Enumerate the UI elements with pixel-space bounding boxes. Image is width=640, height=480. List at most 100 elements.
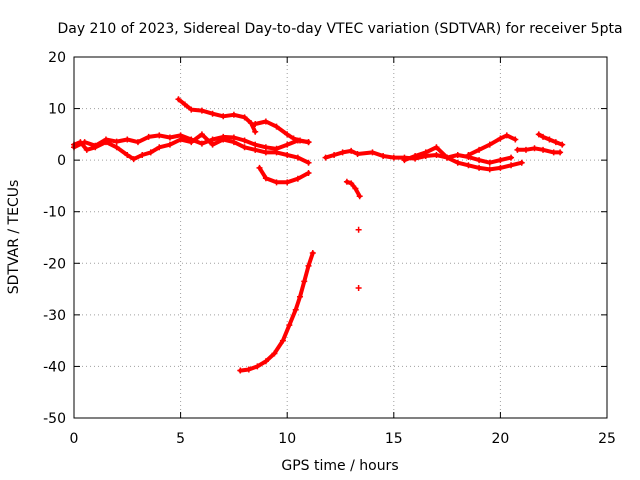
x-tick-label: 15 bbox=[385, 431, 403, 447]
data-point bbox=[390, 154, 397, 161]
series-isolated bbox=[355, 226, 362, 292]
data-point bbox=[113, 138, 120, 145]
grid bbox=[74, 57, 607, 418]
data-point bbox=[247, 120, 254, 127]
data-point bbox=[305, 139, 312, 146]
y-tick-label: 20 bbox=[48, 50, 66, 66]
data-point bbox=[322, 154, 329, 161]
y-tick-label: -30 bbox=[43, 308, 66, 324]
data-point bbox=[156, 144, 163, 151]
data-point bbox=[271, 350, 278, 357]
data-point bbox=[497, 164, 504, 171]
data-point bbox=[540, 133, 547, 140]
data-point bbox=[284, 151, 291, 158]
data-point bbox=[284, 179, 291, 186]
data-point bbox=[301, 278, 308, 285]
data-point bbox=[241, 114, 248, 121]
data-point bbox=[433, 144, 440, 151]
data-point bbox=[230, 111, 237, 118]
data-point bbox=[209, 136, 216, 143]
series-arc-c bbox=[175, 96, 259, 135]
data-point bbox=[273, 149, 280, 156]
series-arc-b bbox=[71, 131, 312, 166]
series-arc-h bbox=[401, 144, 525, 173]
data-point bbox=[355, 226, 362, 233]
data-point bbox=[273, 123, 280, 130]
data-point bbox=[354, 150, 361, 157]
data-point bbox=[486, 166, 493, 173]
data-point bbox=[486, 141, 493, 148]
data-point bbox=[188, 106, 195, 113]
data-point bbox=[139, 151, 146, 158]
data-point bbox=[339, 149, 346, 156]
data-point bbox=[134, 139, 141, 146]
data-point bbox=[531, 145, 538, 152]
data-point bbox=[286, 322, 293, 329]
data-point bbox=[497, 135, 504, 142]
data-point bbox=[296, 293, 303, 300]
data-point bbox=[369, 149, 376, 156]
data-points bbox=[71, 96, 566, 374]
data-point bbox=[252, 141, 259, 148]
data-point bbox=[166, 141, 173, 148]
y-tick-label: -50 bbox=[43, 411, 66, 427]
x-axis-label: GPS time / hours bbox=[281, 458, 398, 474]
y-tick-label: -10 bbox=[43, 205, 66, 221]
data-point bbox=[294, 154, 301, 161]
axis-ticks: 0 5 10 15 20 25 -50 -40 -30 -20 -10 0 10 20 bbox=[43, 50, 616, 447]
data-point bbox=[273, 179, 280, 186]
data-point bbox=[433, 151, 440, 158]
data-point bbox=[412, 153, 419, 160]
data-point bbox=[245, 366, 252, 373]
data-point bbox=[262, 358, 269, 365]
series-arc-f bbox=[237, 249, 316, 374]
data-point bbox=[522, 146, 529, 153]
series-line bbox=[257, 165, 311, 185]
data-point bbox=[518, 159, 525, 166]
data-point bbox=[454, 151, 461, 158]
data-point bbox=[503, 132, 510, 139]
data-point bbox=[220, 113, 227, 120]
data-point bbox=[262, 118, 269, 125]
data-point bbox=[130, 156, 137, 163]
data-point bbox=[241, 144, 248, 151]
series-arc-d bbox=[252, 118, 312, 146]
data-point bbox=[254, 363, 261, 370]
data-point bbox=[177, 136, 184, 143]
x-tick-label: 20 bbox=[491, 431, 509, 447]
data-point bbox=[309, 249, 316, 256]
data-point bbox=[508, 162, 515, 169]
data-point bbox=[166, 134, 173, 141]
data-point bbox=[252, 121, 259, 128]
data-point bbox=[262, 144, 269, 151]
data-point bbox=[465, 151, 472, 158]
data-point bbox=[113, 144, 120, 151]
data-point bbox=[294, 175, 301, 182]
series-arc-e bbox=[256, 164, 312, 186]
data-point bbox=[476, 146, 483, 153]
data-point bbox=[188, 139, 195, 146]
data-point bbox=[465, 162, 472, 169]
data-point bbox=[401, 157, 408, 164]
data-point bbox=[220, 136, 227, 143]
data-point bbox=[514, 146, 521, 153]
data-point bbox=[252, 146, 259, 153]
y-tick-label: 0 bbox=[57, 153, 66, 169]
data-point bbox=[348, 180, 355, 187]
data-point bbox=[209, 110, 216, 117]
y-tick-label: -20 bbox=[43, 256, 66, 272]
data-point bbox=[145, 133, 152, 140]
data-point bbox=[552, 139, 559, 146]
data-point bbox=[380, 153, 387, 160]
data-point bbox=[559, 141, 566, 148]
series-arc-j bbox=[514, 145, 564, 156]
data-point bbox=[356, 193, 363, 200]
data-point bbox=[550, 149, 557, 156]
x-tick-label: 0 bbox=[70, 431, 79, 447]
data-point bbox=[252, 128, 259, 135]
data-point bbox=[124, 136, 131, 143]
data-point bbox=[512, 136, 519, 143]
x-tick-label: 5 bbox=[176, 431, 185, 447]
chart-title: Day 210 of 2023, Sidereal Day-to-day VTE… bbox=[57, 21, 622, 37]
data-point bbox=[348, 147, 355, 154]
